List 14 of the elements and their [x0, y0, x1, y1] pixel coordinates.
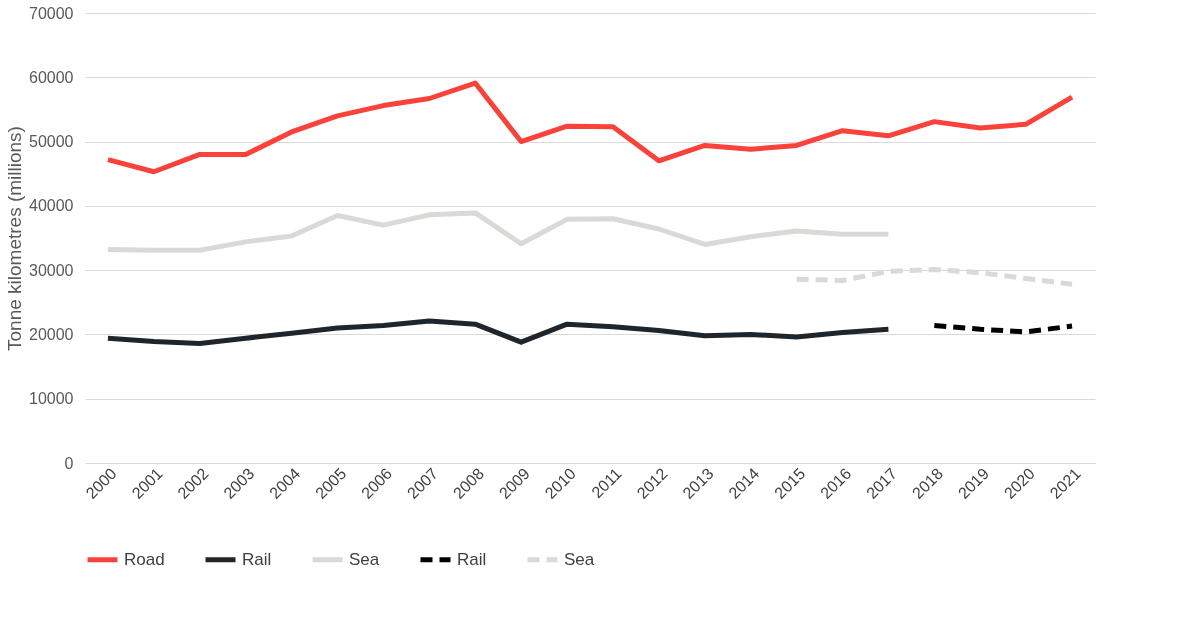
legend-label: Sea	[349, 549, 380, 569]
legend-label: Rail	[457, 549, 487, 569]
y-tick-label: 30000	[29, 261, 74, 279]
y-tick-label: 70000	[29, 4, 74, 22]
legend-label: Sea	[564, 549, 595, 569]
y-tick-label: 20000	[29, 325, 74, 343]
legend-label: Rail	[242, 549, 272, 569]
y-tick-label: 0	[64, 454, 74, 472]
y-tick-label: 60000	[29, 68, 74, 86]
y-tick-label: 50000	[29, 133, 74, 151]
y-axis-title: Tonne kilometres (millions)	[4, 126, 26, 351]
y-tick-label: 10000	[29, 390, 74, 408]
y-tick-label: 40000	[29, 197, 74, 215]
legend-label: Road	[124, 549, 165, 569]
